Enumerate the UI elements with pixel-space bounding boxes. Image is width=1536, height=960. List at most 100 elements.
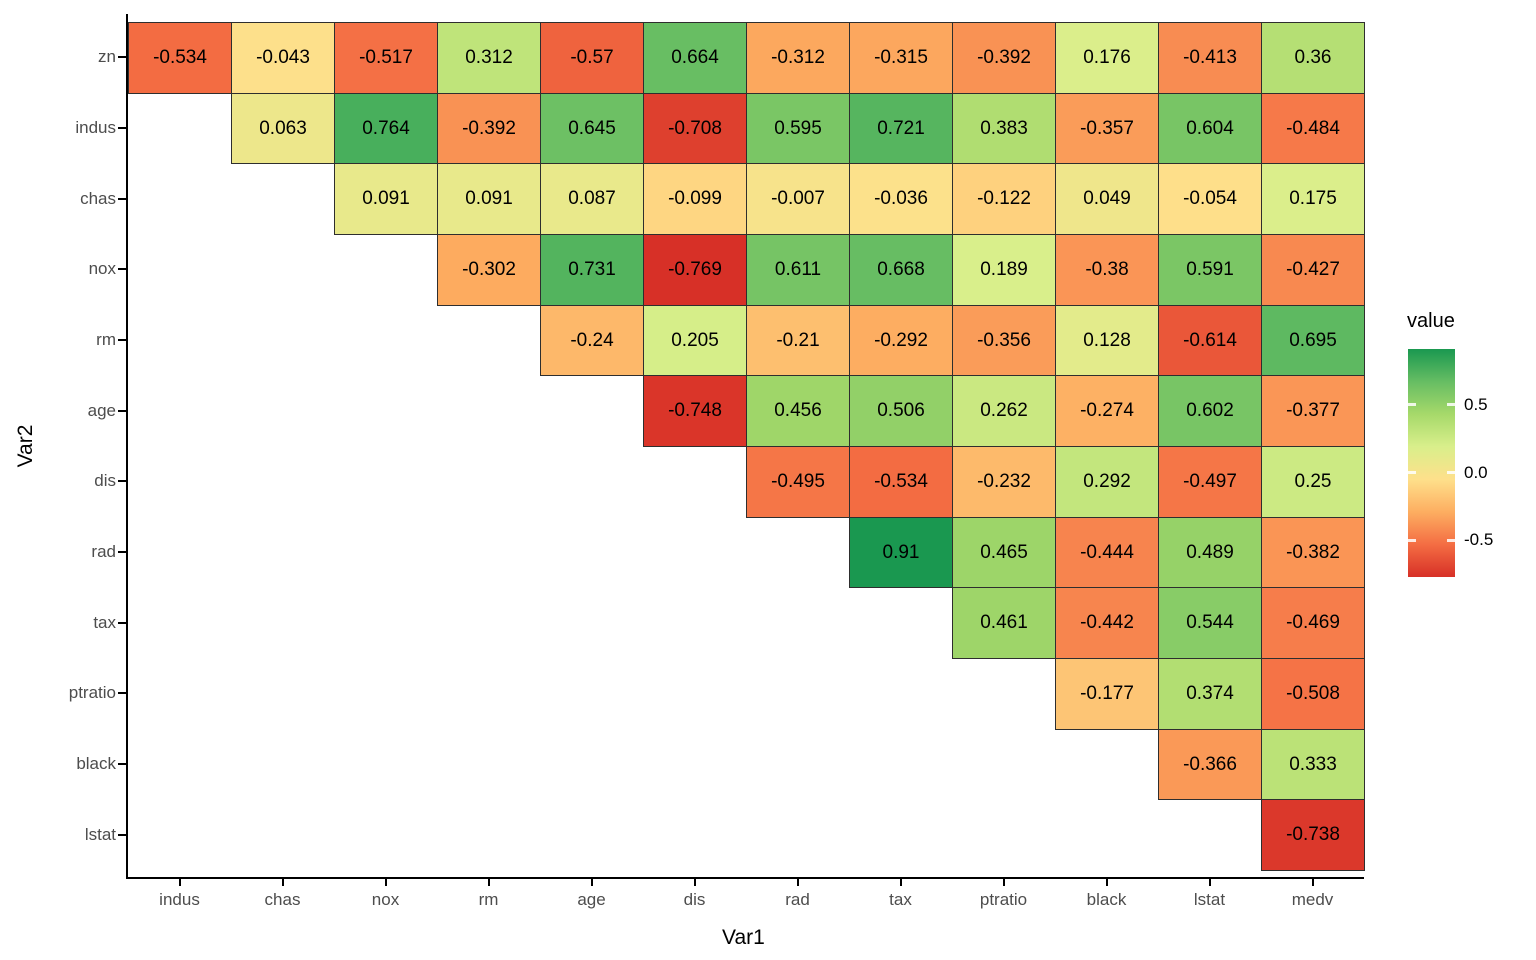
- x-tick-label: dis: [683, 890, 706, 909]
- heatmap-cell: -0.366: [1158, 729, 1262, 800]
- heatmap-cell: 0.36: [1261, 22, 1365, 94]
- y-tick: [118, 268, 126, 271]
- heatmap-cell: 0.374: [1158, 658, 1262, 730]
- legend-title: value: [1407, 310, 1455, 332]
- heatmap-cell: -0.377: [1261, 375, 1365, 447]
- heatmap-cell: 0.091: [334, 163, 438, 235]
- heatmap-cell: 0.262: [952, 375, 1056, 447]
- y-axis-title: Var2: [14, 424, 37, 468]
- heatmap-cell: -0.427: [1261, 234, 1365, 306]
- y-tick-label: dis: [94, 471, 116, 491]
- heatmap-cell: -0.122: [952, 163, 1056, 235]
- heatmap-cell: -0.38: [1055, 234, 1159, 306]
- x-axis-title: Var1: [722, 926, 765, 949]
- heatmap-cell: -0.043: [231, 22, 335, 94]
- heatmap-cell: -0.21: [746, 305, 850, 376]
- heatmap-cell: 0.602: [1158, 375, 1262, 447]
- heatmap-cell: -0.392: [437, 93, 541, 164]
- heatmap-cell: 0.456: [746, 375, 850, 447]
- heatmap-cell: -0.738: [1261, 799, 1365, 871]
- heatmap-cell: -0.444: [1055, 517, 1159, 588]
- y-tick: [118, 551, 126, 553]
- heatmap-cell: -0.315: [849, 22, 953, 94]
- x-tick: [178, 879, 181, 886]
- heatmap-cell: 0.731: [540, 234, 644, 306]
- y-tick-label: rm: [96, 330, 116, 349]
- heatmap-cell: -0.312: [746, 22, 850, 94]
- x-tick: [796, 879, 799, 886]
- heatmap-cell: -0.413: [1158, 22, 1262, 94]
- heatmap-cell: 0.721: [849, 93, 953, 164]
- heatmap-cell: -0.497: [1158, 446, 1262, 518]
- y-tick-label: zn: [98, 47, 116, 67]
- legend-tick-mark: [1408, 538, 1416, 542]
- x-tick: [384, 879, 387, 886]
- y-tick: [118, 480, 126, 483]
- heatmap-cell: -0.748: [643, 375, 747, 447]
- heatmap-cell: 0.189: [952, 234, 1056, 306]
- heatmap-cell: 0.333: [1261, 729, 1365, 800]
- x-tick-label: indus: [159, 890, 200, 909]
- heatmap-cell: -0.442: [1055, 587, 1159, 659]
- heatmap-cell: -0.508: [1261, 658, 1365, 730]
- y-tick-label: age: [87, 400, 116, 420]
- y-axis-line: [126, 14, 128, 877]
- heatmap-cell: -0.708: [643, 93, 747, 164]
- x-tick-label: nox: [371, 890, 400, 909]
- x-tick-label: rad: [785, 890, 810, 909]
- heatmap-cell: -0.357: [1055, 93, 1159, 164]
- heatmap-cell: -0.495: [746, 446, 850, 518]
- heatmap-cell: -0.302: [437, 234, 541, 306]
- heatmap-cell: 0.764: [334, 93, 438, 164]
- x-tick: [590, 879, 593, 886]
- heatmap-cell: -0.24: [540, 305, 644, 376]
- legend-gradient-bar: [1408, 349, 1455, 577]
- heatmap-cell: -0.292: [849, 305, 953, 376]
- legend-tick-label: 0.0: [1464, 462, 1488, 482]
- heatmap-cell: 0.175: [1261, 163, 1365, 235]
- legend-tick-mark: [1447, 538, 1455, 542]
- y-tick-label: tax: [93, 612, 116, 632]
- heatmap-cell: 0.591: [1158, 234, 1262, 306]
- x-tick: [1105, 879, 1108, 886]
- x-tick-label: ptratio: [979, 890, 1028, 909]
- heatmap-cell: 0.292: [1055, 446, 1159, 518]
- y-tick: [118, 339, 126, 341]
- heatmap-cell: 0.312: [437, 22, 541, 94]
- heatmap-cell: -0.469: [1261, 587, 1365, 659]
- heatmap-cell: 0.91: [849, 517, 953, 588]
- heatmap-cell: -0.099: [643, 163, 747, 235]
- heatmap-cell: 0.465: [952, 517, 1056, 588]
- y-tick: [118, 409, 126, 412]
- x-axis-line: [126, 877, 1364, 879]
- legend-tick-mark: [1447, 471, 1455, 475]
- y-tick-label: indus: [75, 118, 116, 137]
- legend-tick-label: -0.5: [1464, 530, 1494, 550]
- y-tick: [118, 197, 126, 200]
- heatmap-cell: 0.544: [1158, 587, 1262, 659]
- y-tick-label: chas: [80, 188, 116, 208]
- x-tick: [693, 879, 696, 886]
- heatmap-cell: -0.392: [952, 22, 1056, 94]
- heatmap-cell: -0.484: [1261, 93, 1365, 164]
- heatmap-cell: 0.506: [849, 375, 953, 447]
- heatmap-cell: 0.087: [540, 163, 644, 235]
- heatmap-cell: -0.356: [952, 305, 1056, 376]
- legend-tick-mark: [1447, 403, 1455, 407]
- heatmap-cell: -0.274: [1055, 375, 1159, 447]
- heatmap-cell: 0.664: [643, 22, 747, 94]
- x-tick: [1311, 879, 1314, 886]
- heatmap-cell: 0.25: [1261, 446, 1365, 518]
- x-tick: [281, 879, 284, 886]
- y-tick-label: ptratio: [68, 683, 116, 703]
- heatmap-cell: 0.049: [1055, 163, 1159, 235]
- x-tick-label: black: [1086, 890, 1127, 909]
- heatmap-cell: -0.769: [643, 234, 747, 306]
- heatmap-cell: 0.595: [746, 93, 850, 164]
- x-tick-label: medv: [1291, 890, 1334, 909]
- y-tick-label: nox: [88, 259, 116, 279]
- heatmap-cell: 0.604: [1158, 93, 1262, 164]
- heatmap-cell: -0.534: [849, 446, 953, 518]
- legend-tick-mark: [1408, 471, 1416, 475]
